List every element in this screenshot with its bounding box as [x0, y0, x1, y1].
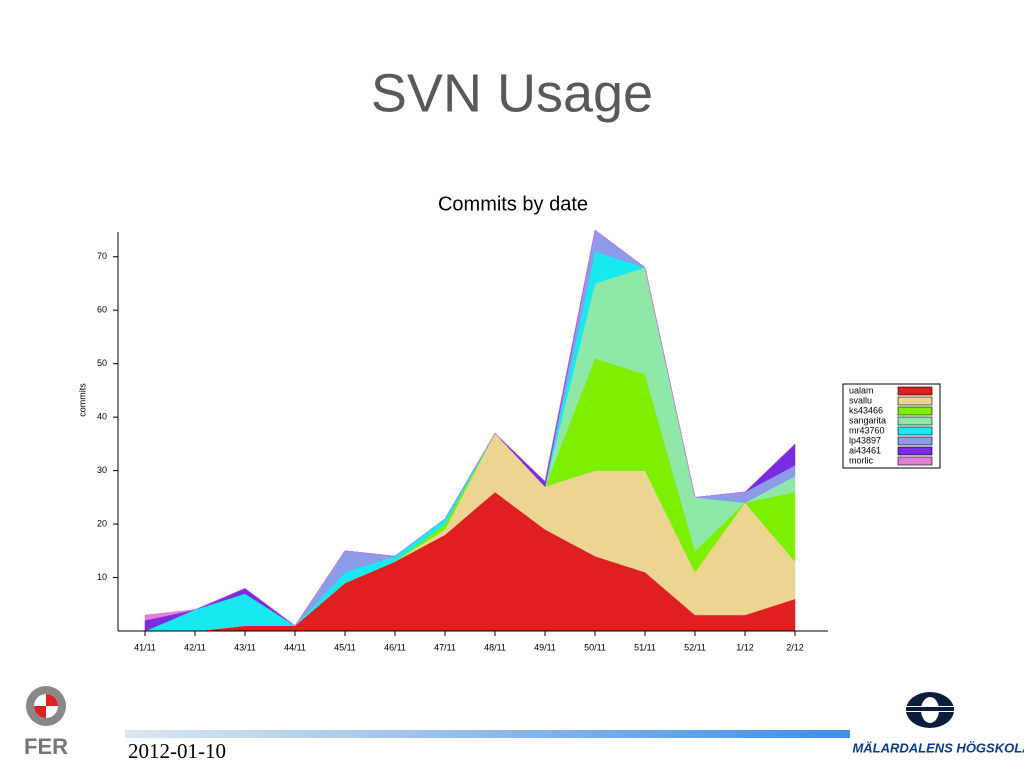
chart-title: Commits by date: [438, 193, 588, 215]
x-tick-label: 42/11: [184, 642, 206, 652]
x-tick-label: 1/12: [736, 642, 754, 652]
legend-label: ualam: [849, 385, 874, 395]
legend-label: lp43897: [849, 435, 881, 445]
plot: [144, 229, 796, 632]
x-tick-label: 46/11: [384, 642, 406, 652]
right-logo-text: MÄLARDALENS HÖGSKOLA: [852, 740, 1024, 755]
y-tick-label: 40: [97, 412, 107, 422]
legend-swatch: [897, 406, 933, 416]
footer-date: 2012-01-10: [128, 739, 226, 763]
x-tick-label: 43/11: [234, 642, 256, 652]
x-tick-label: 51/11: [634, 642, 656, 652]
area: [144, 229, 796, 627]
y-tick-label: 60: [97, 305, 107, 315]
right-logo: MÄLARDALENS HÖGSKOLA: [852, 692, 1024, 755]
x-tick-label: 50/11: [584, 642, 606, 652]
legend-swatch: [897, 456, 933, 466]
x-tick-label: 44/11: [284, 642, 306, 652]
x-tick-label: 49/11: [534, 642, 556, 652]
y-tick-label: 70: [97, 251, 107, 261]
legend-label: morlic: [849, 455, 873, 465]
y-tick-label: 20: [97, 518, 107, 528]
slide-title: SVN Usage: [371, 63, 653, 123]
x-tick-label: 2/12: [786, 642, 804, 652]
left-logo-text: FER: [24, 734, 68, 759]
legend-swatch: [897, 416, 933, 426]
legend-label: ai43461: [849, 445, 881, 455]
x-tick-label: 47/11: [434, 642, 456, 652]
y-axis-label: commits: [77, 383, 87, 417]
legend-swatch: [897, 446, 933, 456]
legend-swatch: [897, 396, 933, 406]
legend: ualamsvalluks43466sangaritamr43760lp4389…: [849, 385, 933, 466]
legend-swatch: [897, 386, 933, 396]
legend-label: svallu: [849, 395, 872, 405]
legend-label: sangarita: [849, 415, 886, 425]
x-tick-label: 48/11: [484, 642, 506, 652]
x-tick-label: 41/11: [134, 642, 156, 652]
footer-bar: [125, 730, 850, 738]
y-tick-label: 30: [97, 465, 107, 475]
y-tick-label: 10: [97, 572, 107, 582]
legend-label: ks43466: [849, 405, 883, 415]
x-tick-label: 52/11: [684, 642, 706, 652]
x-tick-label: 45/11: [334, 642, 356, 652]
y-tick-label: 50: [97, 358, 107, 368]
legend-label: mr43760: [849, 425, 885, 435]
legend-swatch: [897, 436, 933, 446]
legend-swatch: [897, 426, 933, 436]
left-logo: FER: [24, 686, 68, 759]
